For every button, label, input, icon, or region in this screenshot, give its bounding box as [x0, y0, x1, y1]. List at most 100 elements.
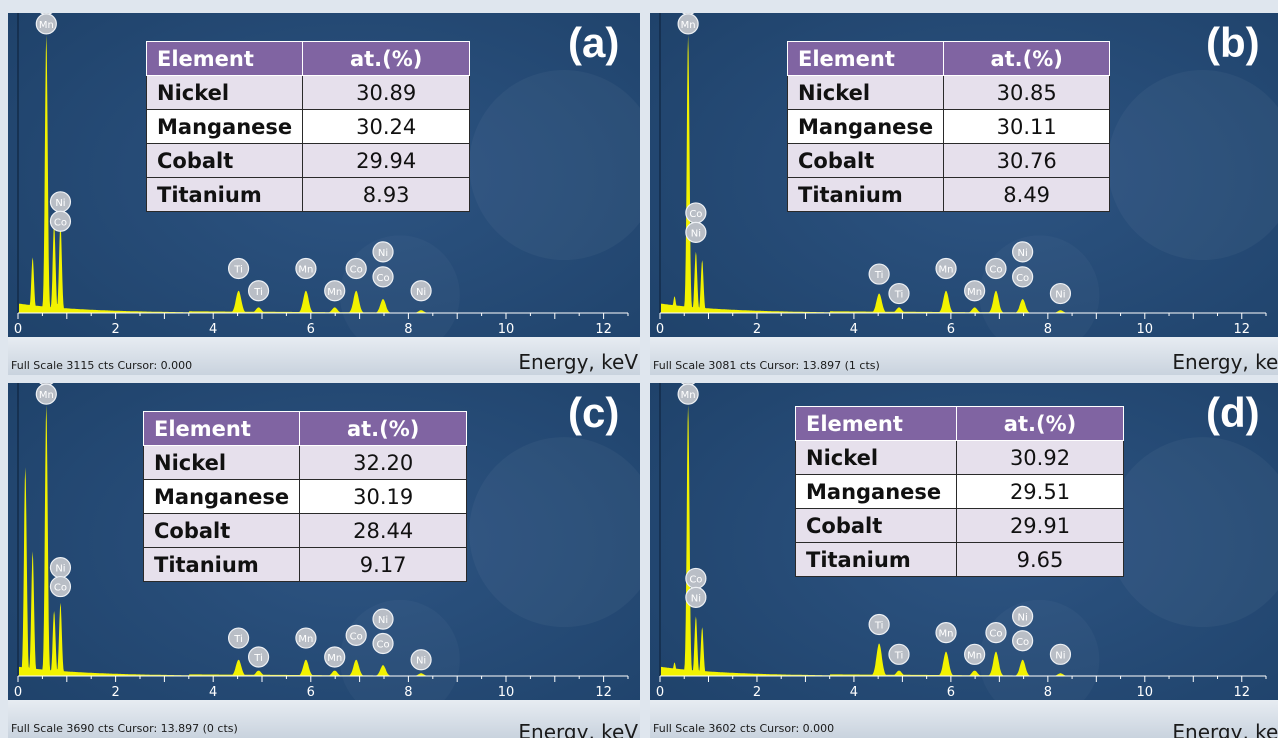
header-at-percent: at.(%) — [299, 411, 468, 446]
composition-table: Element at.(%) Nickel 30.85 Manganese 30.1… — [786, 41, 1111, 212]
tick-label: 10 — [498, 685, 515, 700]
tick-label: 0 — [14, 322, 22, 337]
peak-marker — [247, 280, 270, 302]
at-percent-value: 29.51 — [956, 474, 1124, 509]
peak-marker-label: Ti — [874, 621, 884, 632]
peak-marker-label: Mn — [327, 287, 342, 298]
peak-marker-label: Ti — [894, 650, 904, 661]
peak-marker — [868, 613, 890, 636]
table-row: Nickel 32.20 — [142, 445, 468, 480]
peak-marker-label: Co — [376, 639, 389, 650]
spectrum-chart: 024681012TiMnCoNiTiTiMnMnCoNiCoNi — [656, 383, 1267, 700]
peak-marker-label: Co — [989, 265, 1002, 276]
tick-label: 12 — [595, 322, 612, 337]
peak-marker-label: Ni — [691, 228, 701, 239]
peak-marker — [1012, 605, 1034, 627]
peak-marker-label: Ti — [874, 270, 884, 281]
header-at-percent: at.(%) — [956, 406, 1124, 441]
header-at-percent: at.(%) — [302, 41, 471, 76]
peak-marker-label: Co — [1016, 273, 1029, 284]
tick-label: 2 — [753, 685, 761, 700]
panel-d: 024681012TiMnCoNiTiTiMnMnCoNiCoNi Elemen… — [650, 383, 1278, 738]
element-name: Titanium — [145, 177, 304, 212]
peak-marker-label: Mn — [298, 634, 313, 645]
table-row: Nickel 30.85 — [786, 75, 1111, 110]
peak-marker — [345, 257, 367, 280]
header-element: Element — [795, 406, 957, 441]
at-percent-value: 29.91 — [956, 508, 1124, 543]
peak-marker-label: Co — [689, 209, 702, 220]
peak-marker — [685, 586, 707, 609]
at-percent-value: 30.24 — [302, 109, 471, 144]
composition-table: Element at.(%) Nickel 32.20 Manganese 30.1… — [142, 411, 468, 582]
tick-label: 2 — [111, 322, 119, 337]
tick-label: 6 — [307, 685, 315, 700]
peak-marker-label: Ni — [55, 564, 65, 575]
peak-marker — [964, 643, 986, 665]
composition-table: Element at.(%) Nickel 30.92 Manganese 29.5… — [795, 406, 1124, 577]
peak-marker-label: Mn — [681, 390, 696, 401]
element-name: Nickel — [795, 440, 957, 475]
tick-label: 10 — [1137, 685, 1154, 700]
peak-marker-label: Mn — [39, 20, 54, 31]
peak-marker-label: Mn — [681, 20, 696, 31]
peak-marker — [324, 280, 346, 302]
at-percent-value: 8.93 — [302, 177, 471, 212]
peak-marker-label: Mn — [298, 265, 313, 276]
element-name: Manganese — [795, 474, 957, 509]
tick-label: 6 — [307, 322, 315, 337]
peak-marker — [1049, 282, 1072, 305]
peak-marker — [935, 257, 957, 280]
at-percent-value: 30.92 — [956, 440, 1124, 475]
panel-tag: (b) — [1206, 19, 1260, 66]
status-footer: Full Scale 3690 cts Cursor: 13.897 (0 ct… — [8, 700, 640, 738]
at-percent-value: 8.49 — [943, 177, 1111, 212]
tick-label: 0 — [14, 685, 22, 700]
peak-marker-label: Ni — [1017, 248, 1027, 259]
table-row: Manganese 30.24 — [145, 109, 471, 144]
peak-marker — [410, 280, 432, 302]
spectrum-chart: 024681012TiMnNiCoTiTiMnMnCoNiCoNi — [14, 13, 629, 337]
peak-marker — [372, 632, 394, 655]
tick-label: 2 — [753, 322, 761, 337]
header-element: Element — [142, 411, 301, 446]
energy-axis-label: Energy, keV — [1172, 720, 1278, 738]
peak-marker — [227, 257, 250, 280]
peak-marker-label: Ni — [1055, 650, 1065, 661]
tick-label: 4 — [209, 685, 217, 700]
peak-marker-label: Co — [989, 629, 1002, 640]
table-row: Titanium 8.93 — [145, 177, 471, 212]
peak-marker-label: Ti — [233, 265, 243, 276]
peak-marker — [985, 622, 1007, 644]
table-row: Nickel 30.89 — [145, 75, 471, 110]
header-element: Element — [145, 41, 304, 76]
spectrum-chart: 024681012TiMnCoNiTiTiMnMnCoNiCoNi — [656, 13, 1267, 337]
peak-marker — [35, 383, 57, 405]
tick-label: 12 — [1233, 322, 1250, 337]
element-name: Cobalt — [786, 143, 945, 178]
peak-marker-label: Ni — [416, 656, 426, 667]
table-row: Manganese 29.51 — [795, 474, 1124, 509]
panel-tag: (d) — [1206, 389, 1260, 436]
peak-marker — [247, 646, 270, 668]
peak-marker-label: Co — [54, 217, 67, 228]
element-name: Nickel — [142, 445, 301, 480]
peak-marker-label: Ni — [378, 615, 388, 626]
peak-marker — [295, 257, 317, 280]
peak-marker — [868, 263, 890, 285]
tick-label: 2 — [111, 685, 119, 700]
at-percent-value: 30.76 — [943, 143, 1111, 178]
element-name: Cobalt — [142, 513, 301, 548]
table-row: Titanium 8.49 — [786, 177, 1111, 212]
header-element: Element — [786, 41, 945, 76]
full-scale-readout: Full Scale 3602 cts Cursor: 0.000 — [653, 722, 835, 735]
element-name: Titanium — [795, 542, 957, 577]
peak-marker — [677, 13, 699, 35]
peak-marker — [345, 624, 367, 646]
peak-marker-label: Ni — [1017, 612, 1027, 623]
peak-marker — [685, 221, 707, 243]
peak-marker — [888, 643, 910, 665]
at-percent-value: 30.11 — [943, 109, 1111, 144]
element-name: Titanium — [142, 547, 301, 582]
peak-marker-label: Ni — [416, 287, 426, 298]
